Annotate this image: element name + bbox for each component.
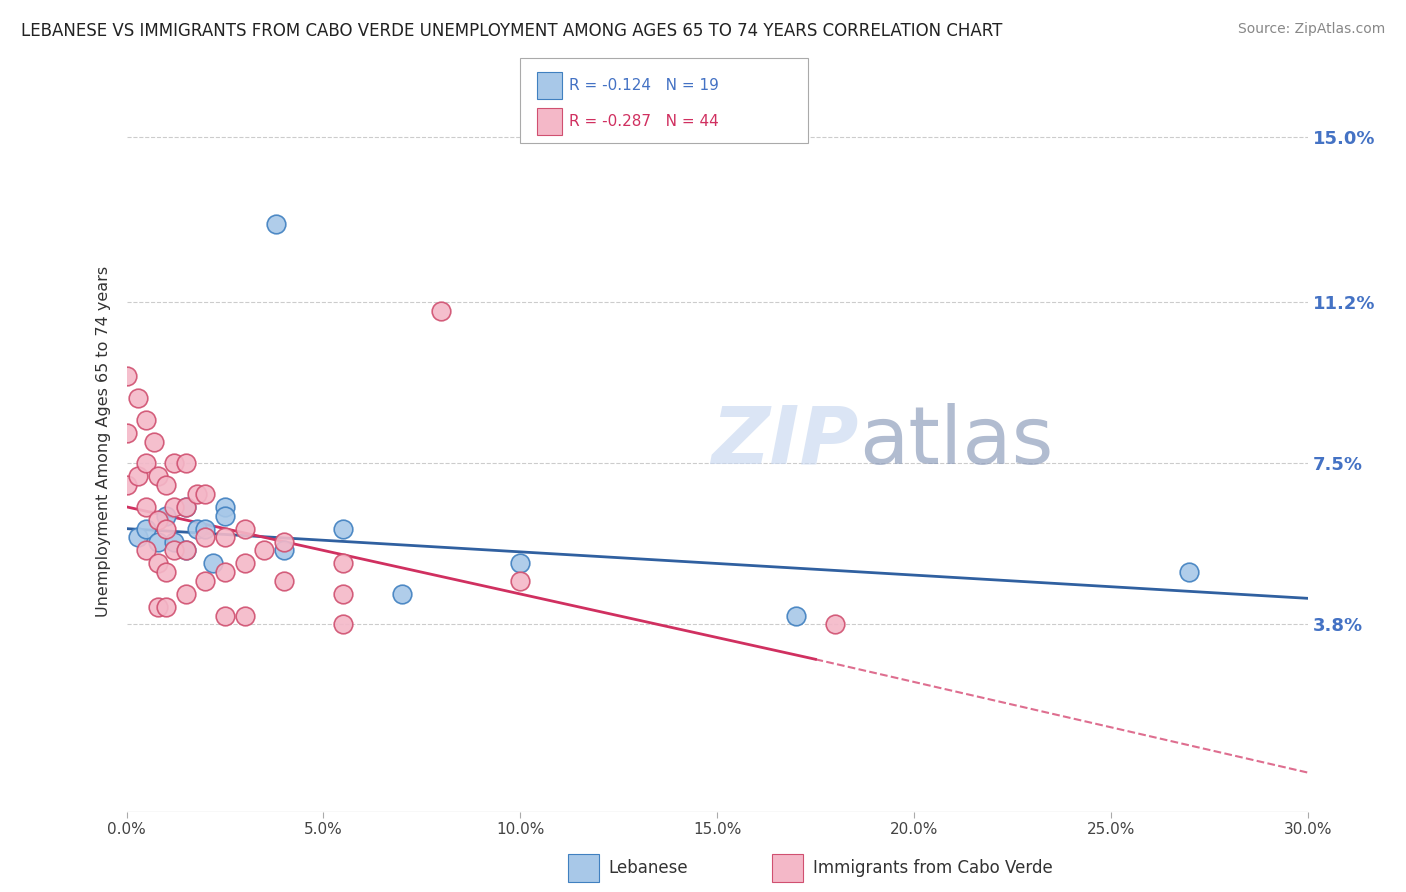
- Point: [155, 600, 177, 615]
- Point: [332, 587, 354, 601]
- Point: [115, 425, 138, 440]
- Point: [233, 557, 256, 571]
- Point: [186, 487, 208, 501]
- Text: Lebanese: Lebanese: [609, 859, 689, 877]
- Point: [135, 522, 157, 536]
- Point: [332, 557, 354, 571]
- Point: [163, 534, 186, 549]
- Point: [264, 217, 287, 231]
- Point: [135, 500, 157, 514]
- Point: [146, 557, 169, 571]
- Point: [146, 469, 169, 483]
- Point: [155, 508, 177, 523]
- Point: [146, 513, 169, 527]
- Point: [233, 522, 256, 536]
- Point: [194, 487, 217, 501]
- Point: [214, 608, 236, 623]
- Point: [127, 469, 149, 483]
- Point: [135, 413, 157, 427]
- Text: atlas: atlas: [859, 402, 1053, 481]
- Point: [509, 557, 531, 571]
- Point: [163, 456, 186, 470]
- Point: [430, 304, 453, 318]
- Point: [332, 522, 354, 536]
- Point: [174, 543, 197, 558]
- Point: [146, 534, 169, 549]
- Point: [155, 522, 177, 536]
- Point: [163, 500, 186, 514]
- Point: [146, 600, 169, 615]
- Text: Immigrants from Cabo Verde: Immigrants from Cabo Verde: [813, 859, 1053, 877]
- Text: R = -0.124   N = 19: R = -0.124 N = 19: [569, 78, 720, 93]
- Point: [194, 574, 217, 588]
- Point: [214, 530, 236, 544]
- Text: Source: ZipAtlas.com: Source: ZipAtlas.com: [1237, 22, 1385, 37]
- Point: [135, 543, 157, 558]
- Point: [194, 530, 217, 544]
- Point: [273, 574, 295, 588]
- Point: [127, 530, 149, 544]
- Point: [127, 391, 149, 405]
- Point: [214, 565, 236, 579]
- Y-axis label: Unemployment Among Ages 65 to 74 years: Unemployment Among Ages 65 to 74 years: [96, 266, 111, 617]
- Point: [143, 434, 166, 449]
- Point: [115, 369, 138, 384]
- Point: [509, 574, 531, 588]
- Point: [174, 500, 197, 514]
- Point: [273, 534, 295, 549]
- Point: [273, 543, 295, 558]
- Point: [135, 456, 157, 470]
- Point: [1178, 565, 1201, 579]
- Point: [163, 543, 186, 558]
- Point: [186, 522, 208, 536]
- Point: [233, 608, 256, 623]
- Point: [174, 500, 197, 514]
- Point: [391, 587, 413, 601]
- Point: [155, 565, 177, 579]
- Text: ZIP: ZIP: [711, 402, 859, 481]
- Point: [824, 617, 846, 632]
- Point: [174, 543, 197, 558]
- Point: [253, 543, 276, 558]
- Point: [194, 522, 217, 536]
- Point: [785, 608, 807, 623]
- Text: R = -0.287   N = 44: R = -0.287 N = 44: [569, 114, 720, 129]
- Point: [174, 456, 197, 470]
- Point: [214, 500, 236, 514]
- Point: [332, 617, 354, 632]
- Point: [155, 478, 177, 492]
- Point: [174, 587, 197, 601]
- Point: [214, 508, 236, 523]
- Point: [202, 557, 225, 571]
- Text: LEBANESE VS IMMIGRANTS FROM CABO VERDE UNEMPLOYMENT AMONG AGES 65 TO 74 YEARS CO: LEBANESE VS IMMIGRANTS FROM CABO VERDE U…: [21, 22, 1002, 40]
- Point: [115, 478, 138, 492]
